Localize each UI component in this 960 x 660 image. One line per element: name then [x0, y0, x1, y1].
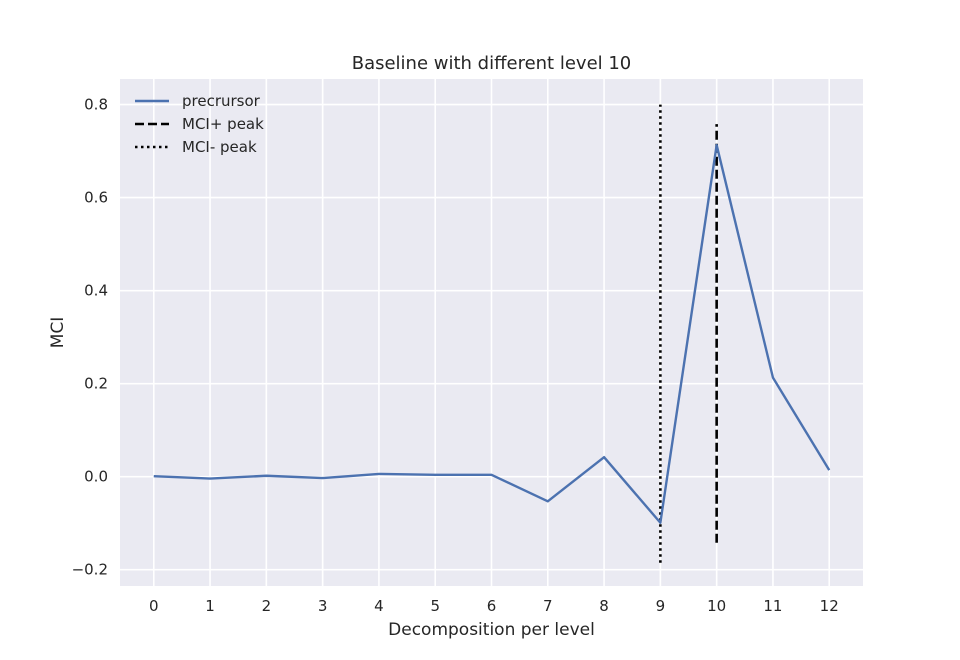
x-tick-label: 11 — [763, 597, 782, 615]
chart-title: Baseline with different level 10 — [352, 53, 632, 74]
y-tick-label: −0.2 — [72, 561, 108, 579]
x-tick-labels: 0 1 2 3 4 5 6 7 8 9 10 11 12 — [149, 597, 839, 615]
y-tick-label: 0.4 — [84, 282, 108, 300]
x-axis-label: Decomposition per level — [388, 620, 595, 640]
x-tick-label: 2 — [262, 597, 272, 615]
x-tick-label: 8 — [599, 597, 609, 615]
legend: precrursor MCI+ peak MCI- peak — [135, 92, 264, 156]
x-tick-label: 0 — [149, 597, 159, 615]
y-tick-label: 0.8 — [84, 96, 108, 114]
x-tick-label: 3 — [318, 597, 328, 615]
x-tick-label: 1 — [205, 597, 215, 615]
series-lines — [153, 143, 831, 524]
x-tick-label: 6 — [487, 597, 497, 615]
precursor-series-line — [153, 143, 831, 524]
y-tick-label: 0.0 — [84, 468, 108, 486]
legend-label: MCI+ peak — [182, 115, 264, 133]
y-axis-label: MCI — [48, 317, 68, 349]
y-tick-label: 0.6 — [84, 189, 108, 207]
x-tick-label: 4 — [374, 597, 384, 615]
y-tick-labels: −0.2 0.0 0.2 0.4 0.6 0.8 — [72, 96, 108, 579]
legend-label: precrursor — [182, 92, 261, 110]
vertical-lines — [659, 104, 718, 563]
x-tick-label: 7 — [543, 597, 553, 615]
x-tick-label: 9 — [656, 597, 666, 615]
y-tick-label: 0.2 — [84, 375, 108, 393]
legend-label: MCI- peak — [182, 138, 257, 156]
x-tick-label: 10 — [707, 597, 726, 615]
x-tick-label: 5 — [430, 597, 440, 615]
x-tick-label: 12 — [820, 597, 839, 615]
